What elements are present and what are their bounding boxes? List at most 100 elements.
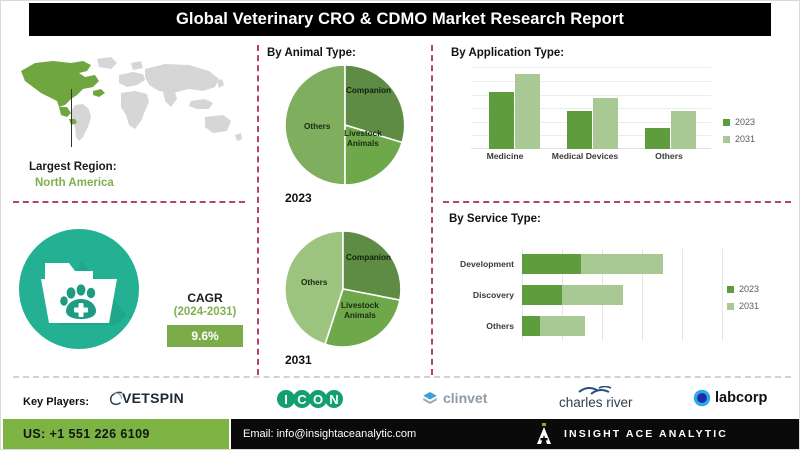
legend-application-type: 2023 2031 — [723, 117, 755, 151]
map-other-continents — [71, 57, 242, 141]
pie-label-livestock-2031: Livestock Animals — [341, 301, 379, 320]
logo-text-charles-river: charles river — [559, 395, 633, 410]
pie-slice-others-2031 — [284, 230, 344, 346]
legend-item-2023: 2023 — [727, 284, 759, 294]
pie-year-2023: 2023 — [285, 191, 312, 205]
charles-river-waves-icon — [578, 386, 612, 395]
largest-region-label: Largest Region: — [29, 161, 117, 173]
bar-development-2023 — [522, 254, 581, 274]
legend-swatch-2023 — [723, 118, 730, 126]
world-map — [13, 49, 251, 149]
plus-icon — [74, 303, 88, 317]
legend-label-2031: 2031 — [735, 134, 756, 144]
cagr-icon-circle — [19, 229, 139, 349]
cagr-period: (2024-2031) — [173, 306, 237, 318]
cagr-value: 9.6% — [191, 329, 219, 343]
pie-year-2031: 2031 — [285, 353, 312, 367]
section-title-application-type: By Application Type: — [451, 47, 565, 59]
category-label-others-service: Others — [486, 321, 514, 331]
category-label-medical-devices: Medical Devices — [551, 151, 619, 161]
footer-phone-text: US: +1 551 226 6109 — [23, 427, 150, 441]
clinvet-cube-icon — [423, 392, 437, 404]
bar-group-others — [645, 111, 696, 149]
divider-vertical-right — [431, 45, 433, 375]
bar-others-2031 — [540, 316, 585, 336]
page-title: Global Veterinary CRO & CDMO Market Rese… — [176, 10, 624, 28]
category-label-others: Others — [655, 151, 683, 161]
pie-chart-animal-type-2023 — [283, 63, 407, 187]
bar-chart-service-type: Development Discovery Others — [460, 249, 747, 341]
bar-medical-devices-2023 — [567, 111, 592, 149]
pie-label-companion-2031: Companion — [346, 253, 392, 262]
svg-text:N: N — [329, 392, 338, 407]
legend-swatch-2031 — [727, 302, 734, 310]
logo-labcorp: labcorp — [693, 389, 767, 407]
category-label-medicine: Medicine — [486, 151, 524, 161]
icon-plc-bubbles-icon: I C O N — [277, 390, 343, 408]
bar-medical-devices-2031 — [593, 98, 618, 149]
bar-development-2031 — [581, 254, 663, 274]
gridline — [471, 108, 711, 109]
bar-medicine-2031 — [515, 74, 540, 149]
column-chart-application-type — [471, 67, 711, 149]
svg-text:O: O — [313, 392, 323, 407]
divider-horizontal-right — [443, 201, 791, 203]
map-north-america-highlight — [21, 61, 105, 125]
pie-label-others-2031: Others — [301, 278, 328, 287]
category-label-development: Development — [460, 259, 514, 269]
bar-group-medicine — [489, 74, 540, 149]
bar-row-others: Others — [486, 316, 585, 336]
pet-folder-icon — [41, 261, 127, 325]
cagr-label: CAGR — [187, 291, 223, 305]
insight-ace-a-icon — [537, 423, 551, 444]
header-bar: Global Veterinary CRO & CDMO Market Rese… — [29, 3, 771, 36]
divider-horizontal-bottom — [13, 376, 791, 378]
pie-slice-companion-2031 — [342, 230, 402, 302]
labcorp-dot-icon — [693, 389, 711, 407]
legend-label-2031: 2031 — [739, 301, 760, 311]
divider-horizontal-left — [13, 201, 245, 203]
bar-others-2023 — [522, 316, 540, 336]
bar-discovery-2031 — [562, 285, 623, 305]
pie-label-companion-2023: Companion — [346, 86, 392, 95]
svg-text:I: I — [284, 392, 288, 407]
pie-label-livestock-2023: Livestock Animals — [344, 129, 382, 148]
footer-phone-badge: US: +1 551 226 6109 — [3, 419, 229, 449]
section-title-animal-type: By Animal Type: — [267, 47, 356, 59]
pie-slice-livestock-2031 — [324, 288, 401, 348]
section-title-service-type: By Service Type: — [449, 213, 541, 225]
legend-item-2023: 2023 — [723, 117, 755, 127]
gridline — [471, 81, 711, 82]
footer-brand-text: INSIGHT ACE ANALYTIC — [564, 428, 728, 440]
logo-vetspin: VETSPIN — [107, 389, 184, 407]
logo-clinvet: clinvet — [421, 389, 487, 407]
pie-label-others-2023: Others — [304, 122, 331, 131]
pie-slice-others-2023 — [284, 64, 346, 186]
svg-text:C: C — [297, 392, 307, 407]
gridline — [682, 249, 683, 341]
gridline — [722, 249, 723, 341]
logo-charles-river: charles river — [559, 386, 633, 410]
footer-brand: INSIGHT ACE ANALYTIC — [536, 423, 728, 445]
pie-slice-livestock-2023 — [344, 123, 404, 186]
bar-others-2031 — [671, 111, 696, 149]
gridline — [471, 95, 711, 96]
category-label-discovery: Discovery — [472, 290, 514, 300]
legend-service-type: 2023 2031 — [727, 284, 759, 318]
bar-group-medical-devices — [567, 98, 618, 149]
pie-chart-animal-type-2031 — [283, 229, 403, 349]
legend-swatch-2031 — [723, 135, 730, 143]
vetspin-swirl-icon — [109, 391, 123, 406]
legend-label-2023: 2023 — [739, 284, 760, 294]
bar-discovery-2023 — [522, 285, 562, 305]
bar-medicine-2023 — [489, 92, 514, 149]
logo-text-clinvet: clinvet — [443, 390, 488, 406]
footer-email-text: Email: info@insightaceanalytic.com — [243, 428, 417, 440]
cagr-value-badge: 9.6% — [167, 325, 243, 347]
logo-text-vetspin: VETSPIN — [122, 390, 185, 406]
footer-bar: Email: info@insightaceanalytic.com INSIG… — [231, 419, 799, 449]
map-pointer-line — [71, 89, 72, 147]
logo-icon-plc: I C O N — [277, 389, 345, 409]
legend-item-2031: 2031 — [723, 134, 755, 144]
